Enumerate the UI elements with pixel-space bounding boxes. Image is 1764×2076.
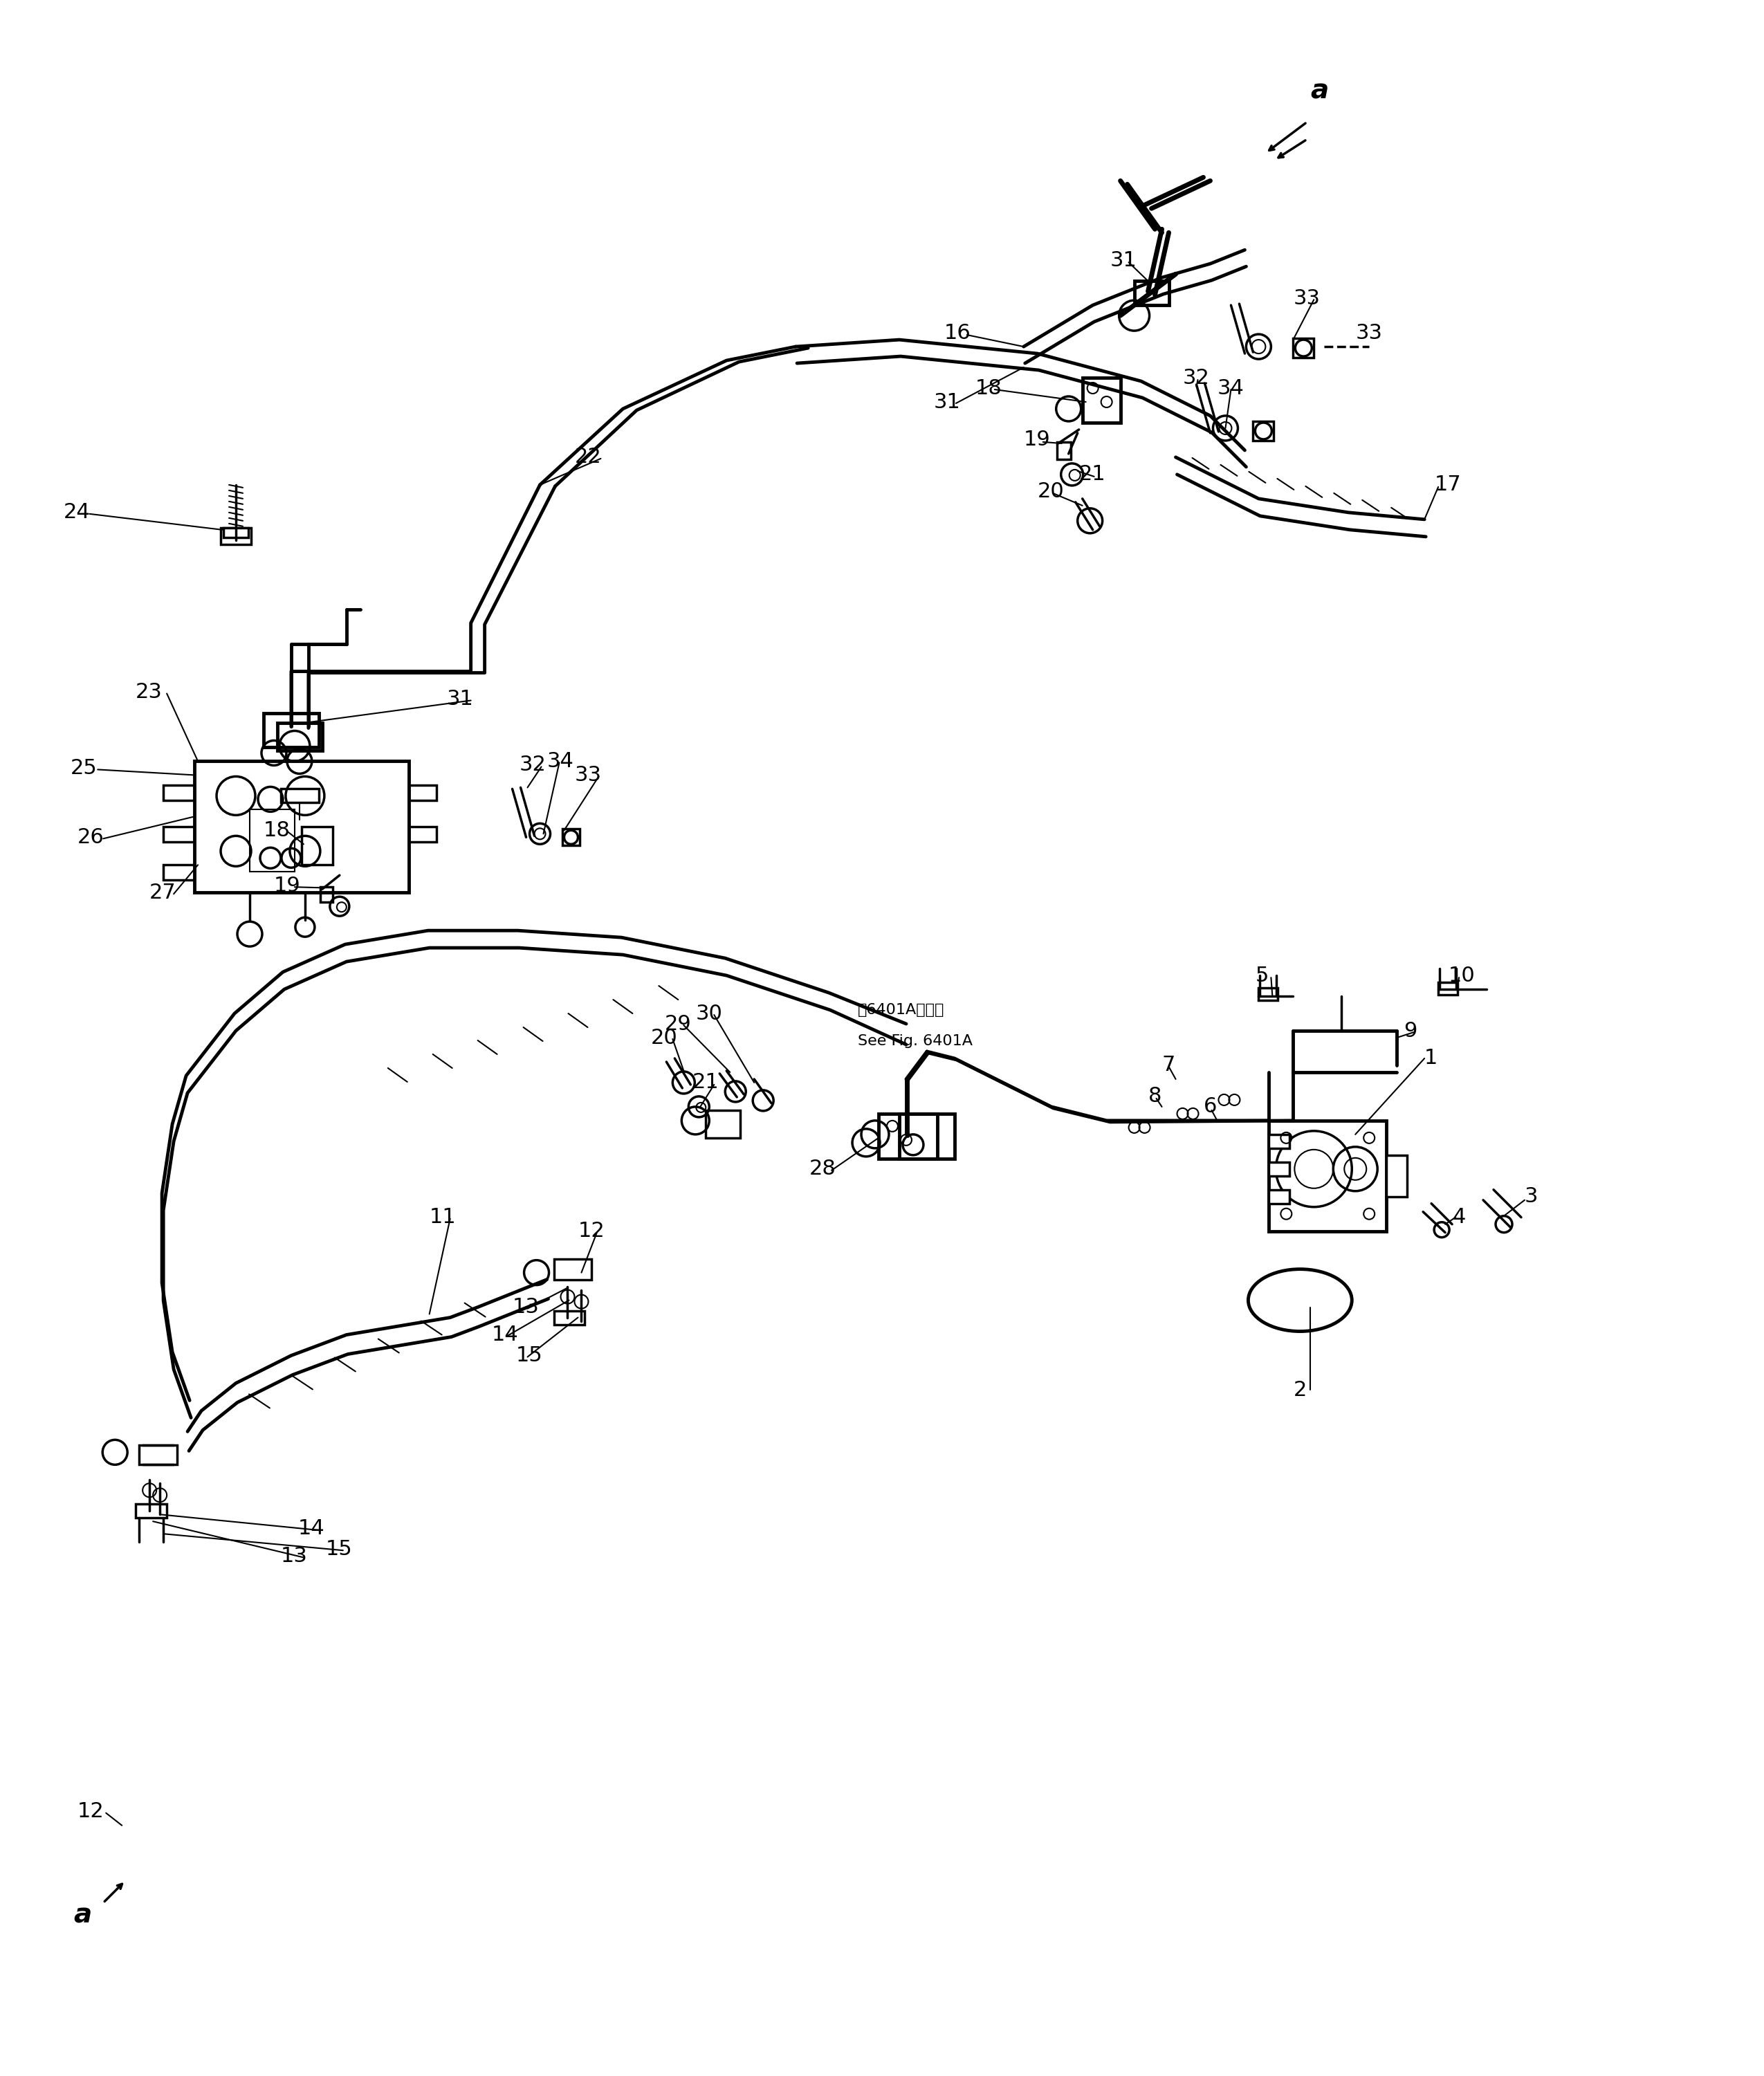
- Text: 5: 5: [1256, 965, 1268, 986]
- Bar: [1083, 378, 1120, 424]
- Bar: [1134, 280, 1170, 305]
- Text: 16: 16: [944, 322, 970, 343]
- Text: 28: 28: [810, 1158, 836, 1179]
- Text: 26: 26: [78, 826, 104, 847]
- Bar: [1293, 338, 1314, 357]
- Text: 19: 19: [1023, 430, 1051, 450]
- Bar: [900, 1113, 954, 1158]
- Bar: [139, 1445, 176, 1466]
- Text: 18: 18: [975, 378, 1002, 399]
- Text: 第6401A図参照: 第6401A図参照: [857, 1003, 944, 1017]
- Text: 17: 17: [1434, 475, 1462, 494]
- Bar: [554, 1258, 591, 1279]
- Text: a: a: [1311, 77, 1328, 104]
- Text: 31: 31: [933, 392, 961, 411]
- Text: 20: 20: [1037, 482, 1064, 502]
- Text: 31: 31: [446, 689, 473, 710]
- Text: 31: 31: [1110, 251, 1138, 270]
- Bar: [1387, 1154, 1408, 1196]
- Text: 13: 13: [280, 1547, 307, 1565]
- Text: 32: 32: [519, 756, 547, 774]
- Bar: [1268, 1163, 1289, 1175]
- Bar: [1438, 982, 1457, 994]
- Text: 14: 14: [492, 1324, 519, 1345]
- Bar: [302, 826, 333, 866]
- Text: 27: 27: [150, 882, 176, 903]
- Bar: [409, 826, 436, 843]
- Bar: [1258, 988, 1277, 1001]
- Text: 14: 14: [298, 1518, 325, 1538]
- Bar: [554, 1310, 586, 1324]
- Text: 23: 23: [136, 683, 162, 702]
- Bar: [1268, 1190, 1289, 1204]
- Text: 13: 13: [512, 1298, 540, 1316]
- Bar: [1268, 1133, 1289, 1148]
- Text: 11: 11: [429, 1208, 457, 1227]
- Text: 32: 32: [1182, 367, 1210, 388]
- Bar: [1252, 421, 1274, 440]
- Bar: [1268, 1121, 1387, 1231]
- Bar: [1057, 442, 1071, 459]
- Text: 19: 19: [273, 876, 300, 895]
- Text: 20: 20: [651, 1028, 677, 1048]
- Bar: [164, 785, 194, 801]
- Text: 22: 22: [575, 446, 602, 467]
- Text: 15: 15: [326, 1538, 353, 1559]
- Text: 30: 30: [695, 1003, 721, 1023]
- Bar: [220, 527, 250, 544]
- Text: 21: 21: [691, 1073, 718, 1092]
- Bar: [224, 527, 249, 538]
- Text: 33: 33: [1355, 322, 1383, 343]
- Text: a: a: [74, 1902, 92, 1929]
- Text: 25: 25: [71, 758, 97, 778]
- Bar: [194, 762, 409, 893]
- Text: 10: 10: [1448, 965, 1475, 986]
- Text: 34: 34: [547, 752, 573, 772]
- Text: 29: 29: [665, 1013, 691, 1034]
- Bar: [250, 810, 295, 872]
- Text: 3: 3: [1524, 1187, 1538, 1206]
- Bar: [164, 826, 194, 843]
- Text: 1: 1: [1425, 1048, 1438, 1069]
- Bar: [136, 1505, 168, 1518]
- Text: 2: 2: [1293, 1381, 1307, 1399]
- Bar: [164, 866, 194, 880]
- Text: 4: 4: [1452, 1208, 1466, 1227]
- Text: 34: 34: [1217, 378, 1244, 399]
- Text: 18: 18: [263, 820, 291, 841]
- Bar: [563, 828, 580, 845]
- Bar: [409, 785, 436, 801]
- Bar: [706, 1111, 741, 1138]
- Text: 9: 9: [1404, 1021, 1416, 1040]
- Text: 8: 8: [1148, 1086, 1161, 1107]
- Bar: [878, 1113, 937, 1158]
- Bar: [277, 722, 323, 752]
- Text: 12: 12: [78, 1802, 104, 1821]
- Text: 21: 21: [1080, 465, 1106, 484]
- Text: 12: 12: [579, 1221, 605, 1241]
- Text: 33: 33: [575, 766, 602, 785]
- Text: 6: 6: [1203, 1096, 1217, 1117]
- Text: See Fig. 6401A: See Fig. 6401A: [857, 1034, 972, 1048]
- Text: 24: 24: [64, 502, 90, 523]
- Text: 7: 7: [1162, 1055, 1175, 1075]
- Text: 15: 15: [515, 1345, 543, 1366]
- Bar: [263, 712, 319, 747]
- Bar: [280, 789, 319, 803]
- Text: 33: 33: [1293, 289, 1319, 309]
- Bar: [321, 886, 333, 903]
